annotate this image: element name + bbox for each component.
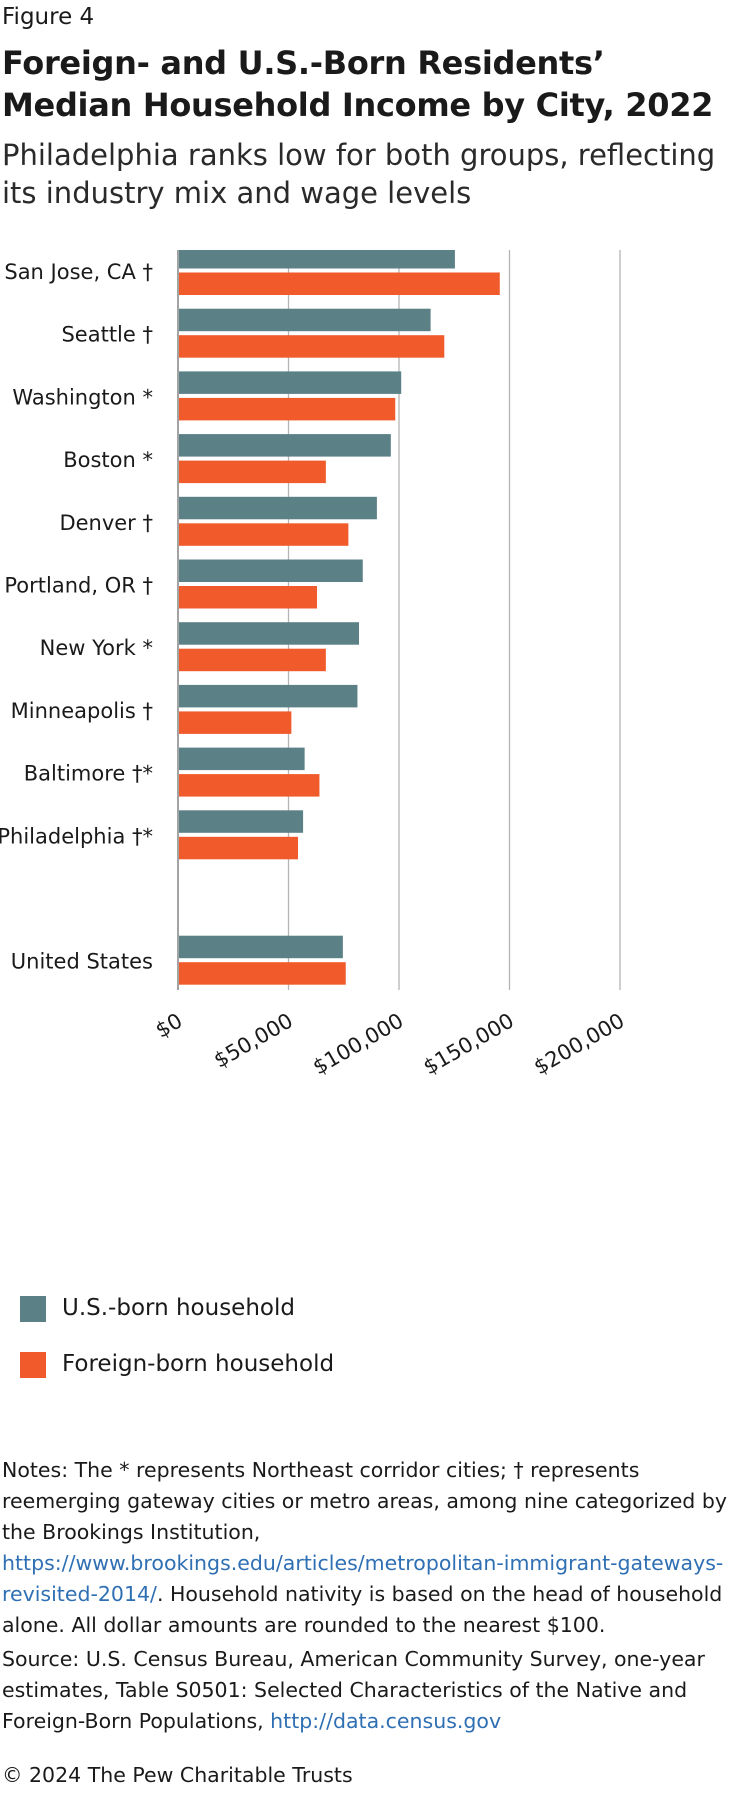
bar-us-born-minneapolis [179,684,358,708]
category-label: Philadelphia †* [0,824,153,848]
x-tick-label: $50,000 [210,1009,297,1073]
source-text: Source: U.S. Census Bureau, American Com… [2,1647,705,1733]
source: Source: U.S. Census Bureau, American Com… [2,1644,730,1737]
bar-foreign-born-baltimore [179,774,320,797]
bar-us-born-new-york [179,622,359,645]
bar-us-born-boston [179,434,391,457]
legend-label-us-born: U.S.-born household [62,1295,295,1321]
category-label: United States [11,950,153,974]
chart-title: Foreign- and U.S.-Born Residents’ Median… [2,44,714,124]
bar-foreign-born-minneapolis [179,711,292,734]
bar-foreign-born-seattle [179,335,445,358]
bar-foreign-born-washington [179,397,396,421]
bar-foreign-born-denver [179,523,349,546]
bar-foreign-born-new-york [179,648,326,672]
copyright: © 2024 The Pew Charitable Trusts [2,1763,353,1787]
notes-text-end: . Household nativity is based on the hea… [2,1582,723,1637]
x-tick-labels: $0 $50,000 $100,000 $150,000 $200,000 [151,1009,628,1080]
bar-us-born-seattle [179,308,431,332]
notes: Notes: The * represents Northeast corrid… [2,1455,730,1641]
brookings-link[interactable]: https://www.brookings.edu/articles/metro… [2,1551,724,1606]
bar-us-born-washington [179,371,402,394]
bar-us-born-baltimore [179,747,305,771]
bars [179,250,500,985]
bar-foreign-born-united-states [179,962,346,985]
bar-us-born-denver [179,496,377,520]
figure-label: Figure 4 [2,4,95,30]
category-label: Portland, OR † [4,574,153,598]
bar-us-born-philadelphia [179,810,304,833]
category-label: New York * [40,636,153,660]
bar-foreign-born-san-jose-ca [179,272,500,295]
bar-foreign-born-philadelphia [179,836,299,860]
gridlines [177,250,621,990]
category-labels: San Jose, CA † Seattle † Washington * Bosto… [0,260,153,974]
x-tick-label: $100,000 [309,1009,408,1080]
category-label: San Jose, CA † [4,260,153,284]
legend-swatch-foreign-born [20,1352,46,1378]
category-label: Washington * [12,385,153,409]
category-label: Baltimore †* [24,762,153,786]
category-label: Boston * [63,448,153,472]
notes-text: Notes: The * represents Northeast corrid… [2,1458,727,1544]
bar-us-born-san-jose-ca [179,250,455,269]
legend-swatch-us-born [20,1296,46,1322]
bar-foreign-born-portland-or [179,586,318,609]
bar-us-born-united-states [179,935,343,959]
census-link[interactable]: http://data.census.gov [270,1709,502,1733]
bar-foreign-born-boston [179,460,326,484]
bar-us-born-portland-or [179,559,363,582]
x-tick-label: $0 [151,1009,186,1043]
chart-subtitle: Philadelphia ranks low for both groups, … [2,138,716,210]
bar-chart: San Jose, CA † Seattle † Washington * Bosto… [0,250,629,1080]
legend-label-foreign-born: Foreign-born household [62,1351,335,1377]
category-label: Seattle † [61,323,153,347]
x-tick-label: $150,000 [419,1009,518,1080]
x-tick-label: $200,000 [530,1009,629,1080]
category-label: Denver † [59,511,153,535]
category-label: Minneapolis † [11,699,153,723]
